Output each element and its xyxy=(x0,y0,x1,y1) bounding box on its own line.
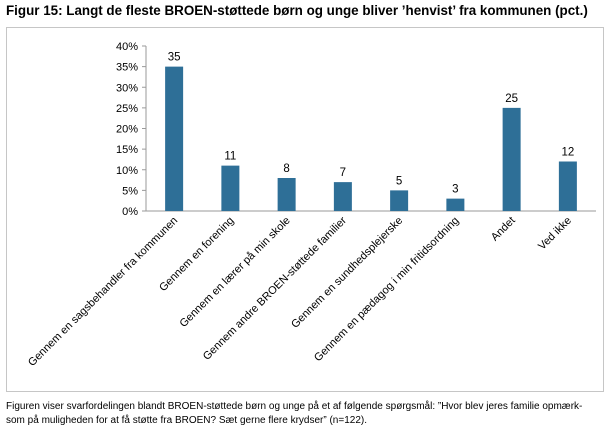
data-label: 8 xyxy=(283,163,289,175)
y-tick-label: 0% xyxy=(122,206,138,218)
bar xyxy=(446,198,465,211)
x-category-label: Andet xyxy=(489,215,518,244)
data-label: 5 xyxy=(396,175,402,187)
figure-title: Figur 15: Langt de fleste BROEN-støttede… xyxy=(6,3,588,18)
x-category-label: Gennem en sagsbehandler fra kommunen xyxy=(26,215,180,369)
y-tick-label: 30% xyxy=(116,82,138,94)
bar xyxy=(390,190,409,211)
bar xyxy=(333,182,352,211)
y-tick-label: 20% xyxy=(116,124,138,136)
footnote-line-1: Figuren viser svarfordelingen blandt BRO… xyxy=(6,401,583,412)
x-category-label: Ved ikke xyxy=(536,215,574,253)
chart-frame: 0% 5% 10% 15% 20% 25% 30% 35% 40% 35 Gennem en sag… xyxy=(6,27,604,392)
y-tick-label: 25% xyxy=(116,103,138,115)
bar xyxy=(502,107,521,211)
data-label: 12 xyxy=(561,147,574,159)
bar xyxy=(165,66,184,211)
bar xyxy=(558,161,577,211)
y-tick-label: 10% xyxy=(116,165,138,177)
data-label: 7 xyxy=(340,167,346,179)
x-category-label: Gennem en lærer på min skole xyxy=(177,215,292,330)
y-tick-label: 35% xyxy=(116,62,138,74)
bar xyxy=(277,178,296,211)
data-label: 11 xyxy=(224,151,236,163)
y-tick-label: 15% xyxy=(116,144,138,156)
data-label: 25 xyxy=(505,93,518,105)
footnote-line-2: som på muligheden for at få støtte fra B… xyxy=(6,414,367,426)
figure-footnote: Figuren viser svarfordelingen blandt BRO… xyxy=(6,400,606,427)
data-label: 3 xyxy=(452,184,458,196)
bar xyxy=(221,165,240,211)
data-label: 35 xyxy=(168,52,181,64)
x-category-label: Gennem en sundhedsplejerske xyxy=(289,215,405,331)
y-tick-label: 40% xyxy=(116,41,138,53)
y-tick-label: 5% xyxy=(122,185,138,197)
